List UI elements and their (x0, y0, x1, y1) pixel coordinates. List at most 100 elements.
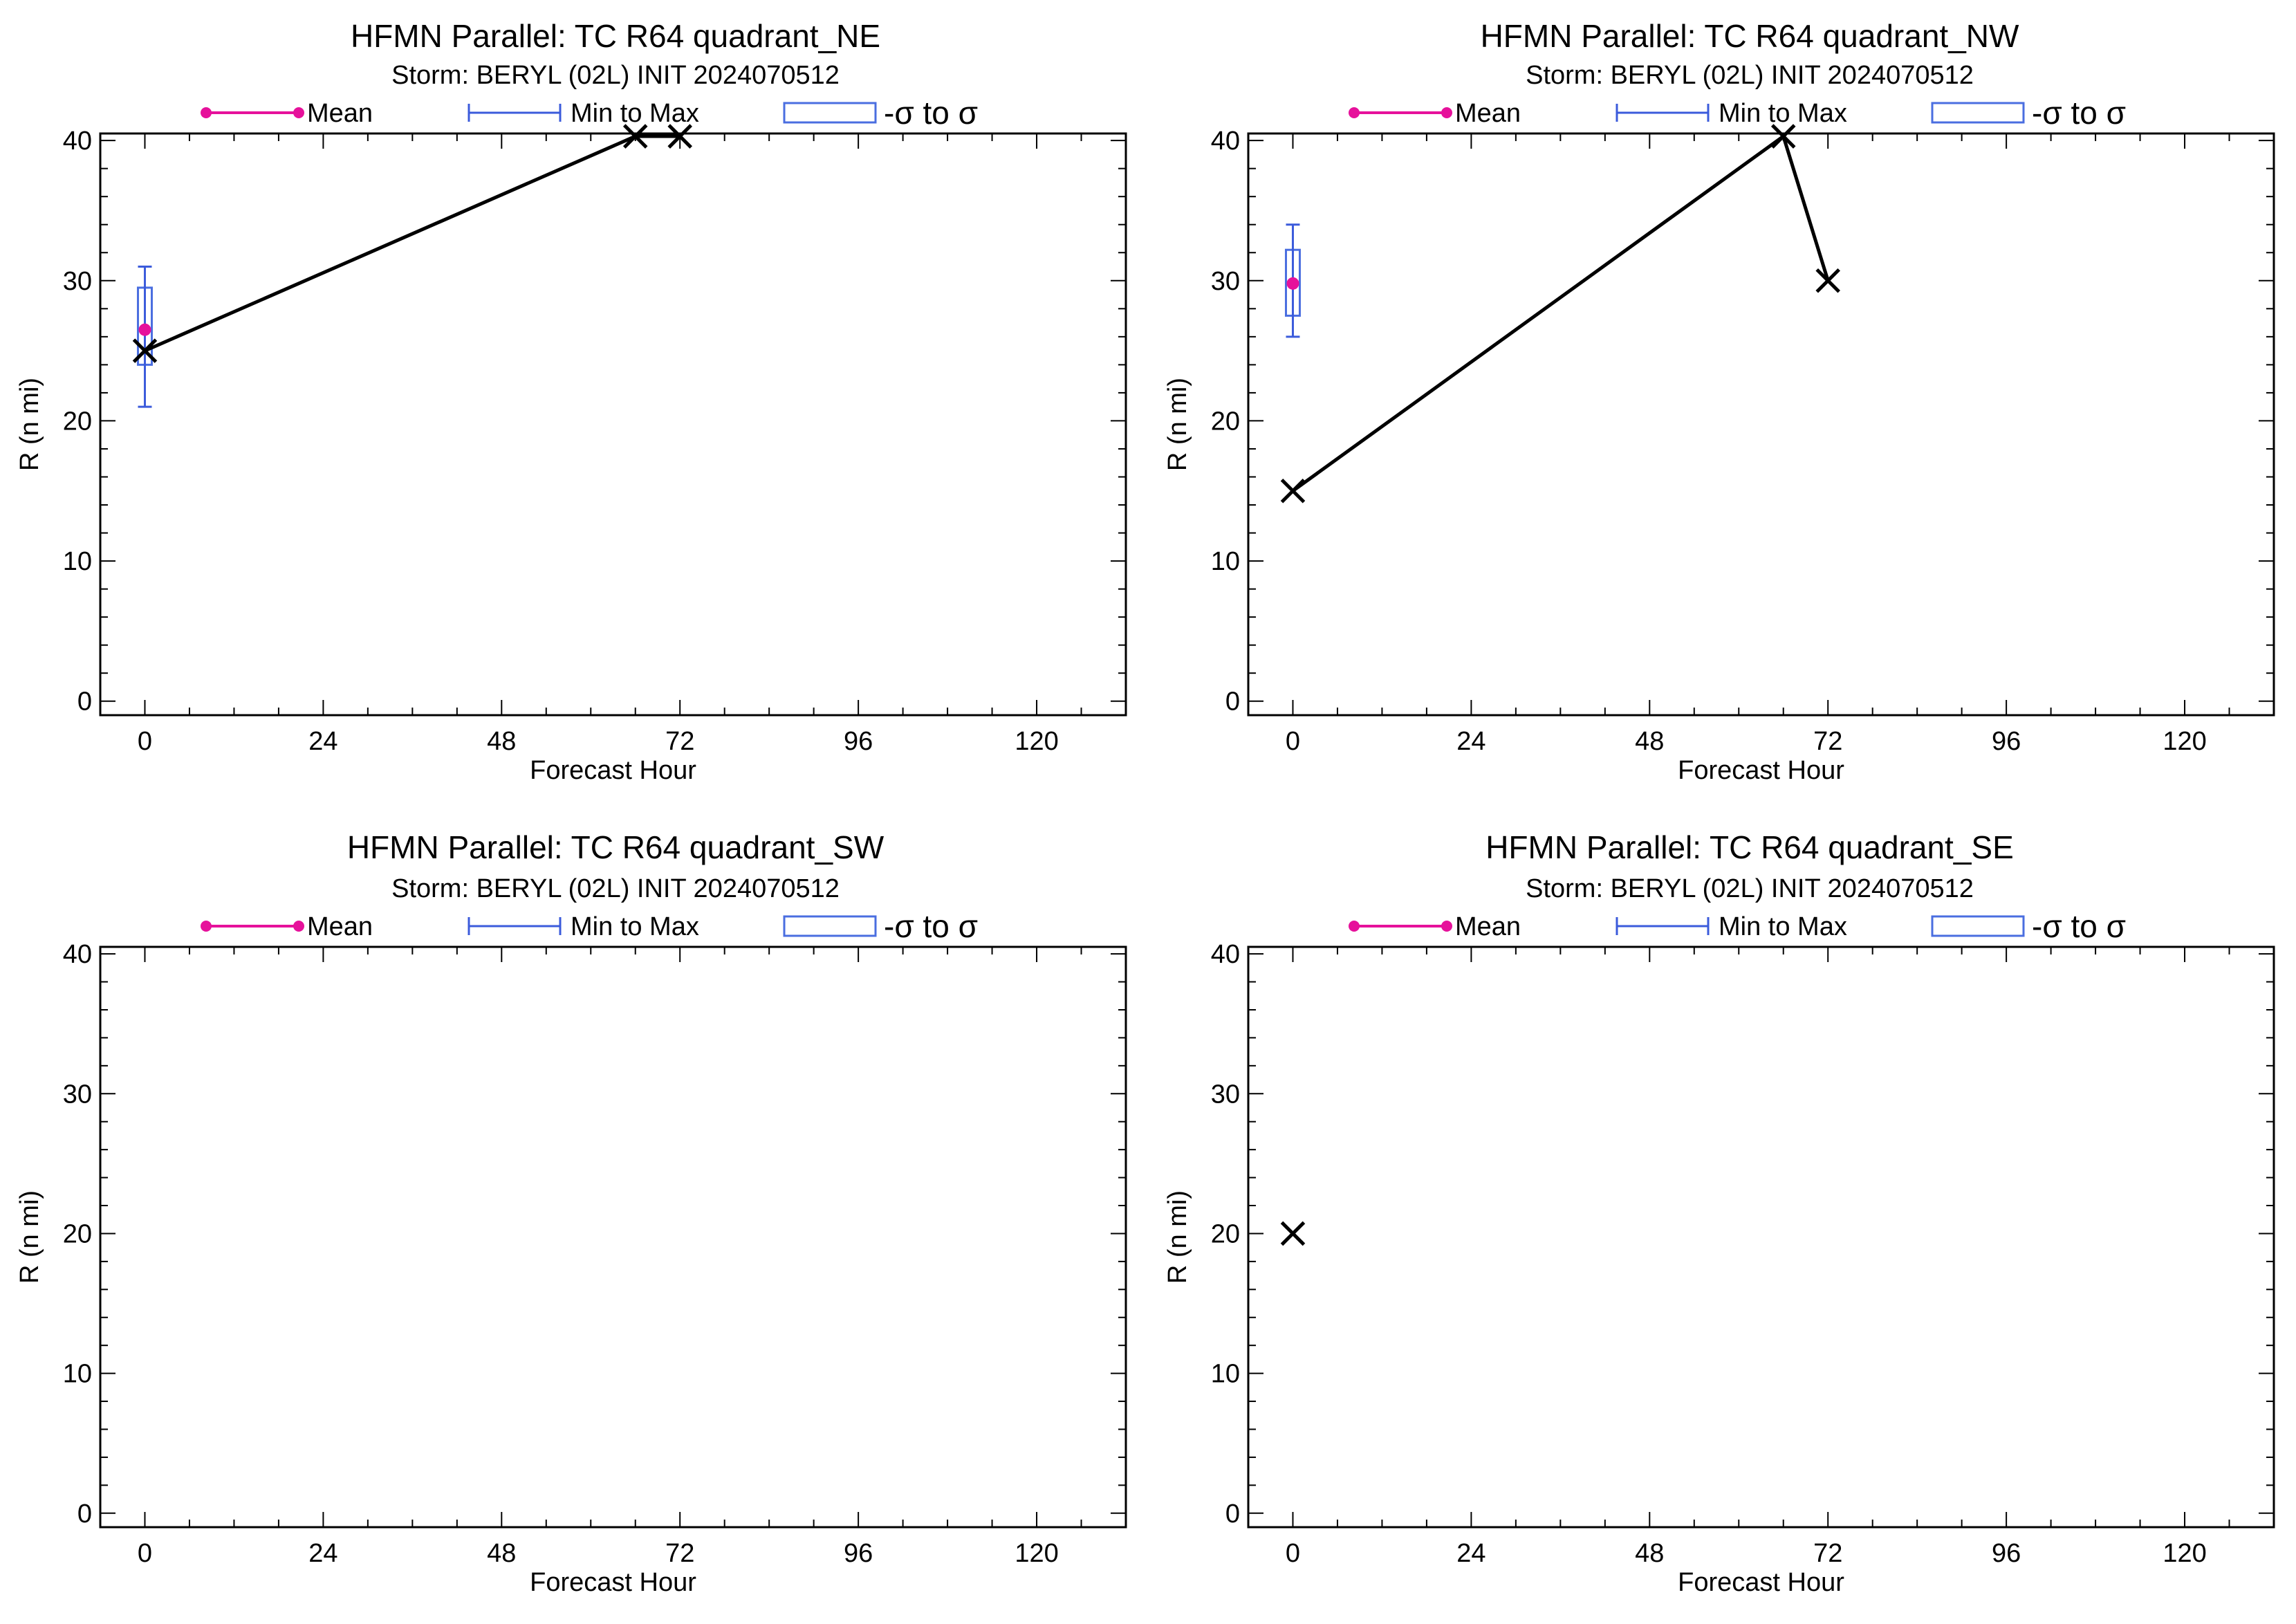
legend-mean-dot-right (293, 107, 304, 118)
y-tick-label: 0 (77, 1500, 92, 1529)
legend-mean-dot-left (201, 921, 212, 932)
legend-label-mean: Mean (1455, 912, 1521, 941)
legend-label-range: Min to Max (571, 912, 699, 941)
y-tick-label: 10 (1211, 547, 1240, 576)
legend-mean-dot-right (1441, 921, 1452, 932)
x-tick-label: 48 (1635, 727, 1664, 756)
chart-subtitle: Storm: BERYL (02L) INIT 2024070512 (1526, 874, 1974, 903)
legend-mean-dot-left (1349, 921, 1360, 932)
legend-label-range: Min to Max (1719, 912, 1847, 941)
chart-title: HFMN Parallel: TC R64 quadrant_NW (1481, 18, 2019, 54)
legend-label-sigma: -σ to σ (884, 908, 978, 944)
x-tick-label: 48 (487, 727, 516, 756)
legend-mean-dot-left (1349, 107, 1360, 118)
legend: Mean Min to Max -σ to σ (201, 908, 978, 944)
x-tick-label: 96 (1992, 727, 2021, 756)
y-axis-label: R (n mi) (15, 1190, 44, 1284)
legend-label-mean: Mean (307, 99, 373, 128)
y-tick-label: 10 (1211, 1360, 1240, 1389)
y-tick-label: 20 (63, 407, 92, 436)
x-tick-label: 24 (308, 1539, 337, 1568)
x-tick-label: 120 (2163, 1539, 2206, 1568)
y-tick-label: 40 (1211, 940, 1240, 969)
x-axis-label: Forecast Hour (1678, 1568, 1844, 1597)
legend: Mean Min to Max -σ to σ (1349, 908, 2126, 944)
chart-title: HFMN Parallel: TC R64 quadrant_SW (347, 829, 885, 865)
legend-mean-dot-left (201, 107, 212, 118)
legend-sigma-box (783, 102, 877, 124)
mean-dot (138, 323, 151, 336)
x-axis-label: Forecast Hour (530, 1568, 696, 1597)
x-tick-label: 72 (1813, 727, 1842, 756)
y-tick-label: 0 (77, 688, 92, 717)
data-point-x-marker (622, 124, 648, 149)
chart-panel-3: HFMN Parallel: TC R64 quadrant_SW Storm: … (15, 829, 1127, 1597)
chart-subtitle: Storm: BERYL (02L) INIT 2024070512 (391, 874, 840, 903)
x-tick-label: 120 (1015, 1539, 1058, 1568)
x-marker-stroke-2 (1815, 268, 1840, 293)
x-tick-label: 72 (1813, 1539, 1842, 1568)
y-tick-label: 30 (63, 1080, 92, 1109)
plot-frame (99, 132, 1127, 717)
y-axis-label: R (n mi) (15, 378, 44, 471)
legend-label-mean: Mean (307, 912, 373, 941)
y-tick-label: 40 (63, 940, 92, 969)
data-point-x-marker (1280, 478, 1306, 504)
legend-sigma-box (1931, 915, 2025, 937)
chart-panel-4: HFMN Parallel: TC R64 quadrant_SE Storm: … (1163, 829, 2275, 1597)
legend-label-range: Min to Max (1719, 99, 1847, 128)
y-tick-label: 20 (1211, 1219, 1240, 1248)
y-tick-label: 30 (1211, 1080, 1240, 1109)
x-tick-label: 96 (844, 1539, 873, 1568)
legend: Mean Min to Max -σ to σ (201, 95, 978, 131)
x-tick-label: 24 (308, 727, 337, 756)
y-tick-label: 20 (63, 1219, 92, 1248)
legend-label-sigma: -σ to σ (2032, 908, 2126, 944)
legend-sigma-box (783, 915, 877, 937)
x-tick-label: 96 (844, 727, 873, 756)
y-tick-label: 0 (1225, 688, 1240, 717)
y-axis-label: R (n mi) (1163, 378, 1192, 471)
plot-frame (1247, 945, 2275, 1529)
series-line (1292, 133, 1830, 492)
legend-label-range: Min to Max (571, 99, 699, 128)
x-marker-stroke-2 (667, 124, 692, 149)
x-tick-label: 120 (1015, 727, 1058, 756)
legend: Mean Min to Max -σ to σ (1349, 95, 2126, 131)
x-tick-label: 24 (1456, 1539, 1485, 1568)
x-tick-label: 0 (1286, 727, 1300, 756)
legend-label-sigma: -σ to σ (2032, 95, 2126, 131)
y-axis-label: R (n mi) (1163, 1190, 1192, 1284)
x-tick-label: 120 (2163, 727, 2206, 756)
mean-dot (1286, 277, 1299, 290)
chart-title: HFMN Parallel: TC R64 quadrant_SE (1485, 829, 2014, 865)
x-tick-label: 72 (665, 1539, 694, 1568)
x-marker-stroke-2 (132, 338, 158, 363)
x-axis-label: Forecast Hour (1678, 756, 1844, 785)
data-point-x-marker (1770, 124, 1796, 149)
chart-panel-1: HFMN Parallel: TC R64 quadrant_NE Storm: … (15, 18, 1127, 785)
chart-subtitle: Storm: BERYL (02L) INIT 2024070512 (391, 61, 840, 90)
chart-title: HFMN Parallel: TC R64 quadrant_NE (351, 18, 880, 54)
data-point-x-marker (1815, 268, 1840, 293)
x-marker-stroke-2 (1280, 478, 1306, 504)
y-tick-label: 30 (63, 267, 92, 296)
legend-label-sigma: -σ to σ (884, 95, 978, 131)
x-tick-label: 24 (1456, 727, 1485, 756)
data-point-x-marker (132, 338, 158, 363)
x-tick-label: 72 (665, 727, 694, 756)
x-tick-label: 0 (138, 1539, 152, 1568)
legend-sigma-box (1931, 102, 2025, 124)
x-marker-stroke-2 (622, 124, 648, 149)
x-tick-label: 0 (138, 727, 152, 756)
chart-panel-2: HFMN Parallel: TC R64 quadrant_NW Storm: … (1163, 18, 2275, 785)
x-tick-label: 48 (487, 1539, 516, 1568)
x-marker-stroke-2 (1280, 1221, 1306, 1246)
x-marker-stroke-2 (1770, 124, 1796, 149)
legend-mean-dot-right (293, 921, 304, 932)
stats-marker (136, 266, 153, 408)
x-tick-label: 0 (1286, 1539, 1300, 1568)
x-tick-label: 96 (1992, 1539, 2021, 1568)
series-line (144, 134, 681, 353)
